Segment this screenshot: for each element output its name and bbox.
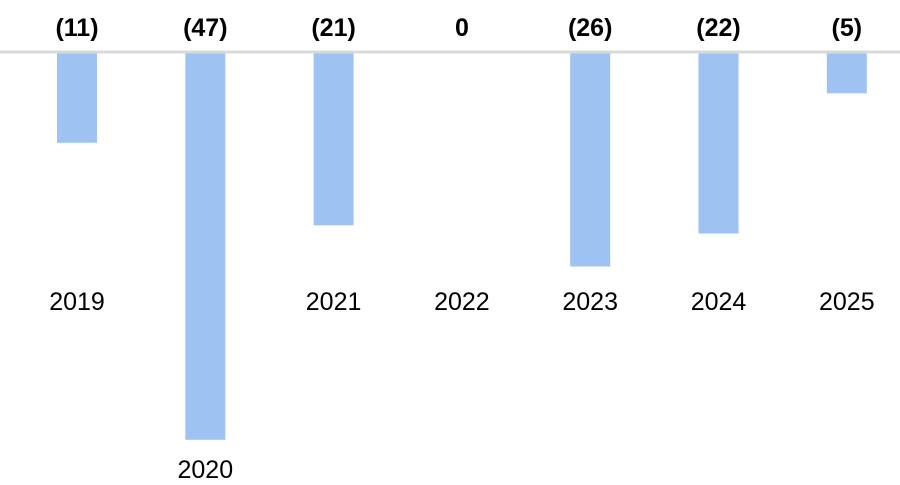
tick-label-2024: 2024 (691, 288, 747, 316)
tick-label-2021: 2021 (306, 288, 362, 316)
tick-label-2022: 2022 (434, 288, 490, 316)
tick-label-2023: 2023 (562, 288, 618, 316)
bar-2020 (185, 52, 226, 440)
tick-label-2020: 2020 (177, 456, 233, 484)
bar-2019 (57, 52, 97, 143)
bar-2025 (826, 52, 867, 94)
bar-2021 (313, 52, 354, 226)
bar-2024 (698, 52, 739, 234)
tick-labels-layer: 2019 2020 2021 2022 2023 2024 2025 (49, 288, 874, 484)
value-label-2020: (47) (183, 14, 227, 42)
tick-label-2025: 2025 (819, 288, 875, 316)
bars-layer (57, 52, 867, 440)
value-label-2022: 0 (455, 14, 469, 42)
bar-2023 (570, 52, 611, 267)
value-label-2021: (21) (311, 14, 355, 42)
value-label-2019: (11) (55, 14, 98, 42)
value-label-2024: (22) (696, 14, 740, 42)
value-labels-layer: (11) (47) (21) 0 (26) (22) (5) (55, 14, 862, 42)
tick-label-2019: 2019 (49, 288, 105, 316)
value-label-2023: (26) (568, 14, 612, 42)
value-label-2025: (5) (832, 14, 863, 42)
